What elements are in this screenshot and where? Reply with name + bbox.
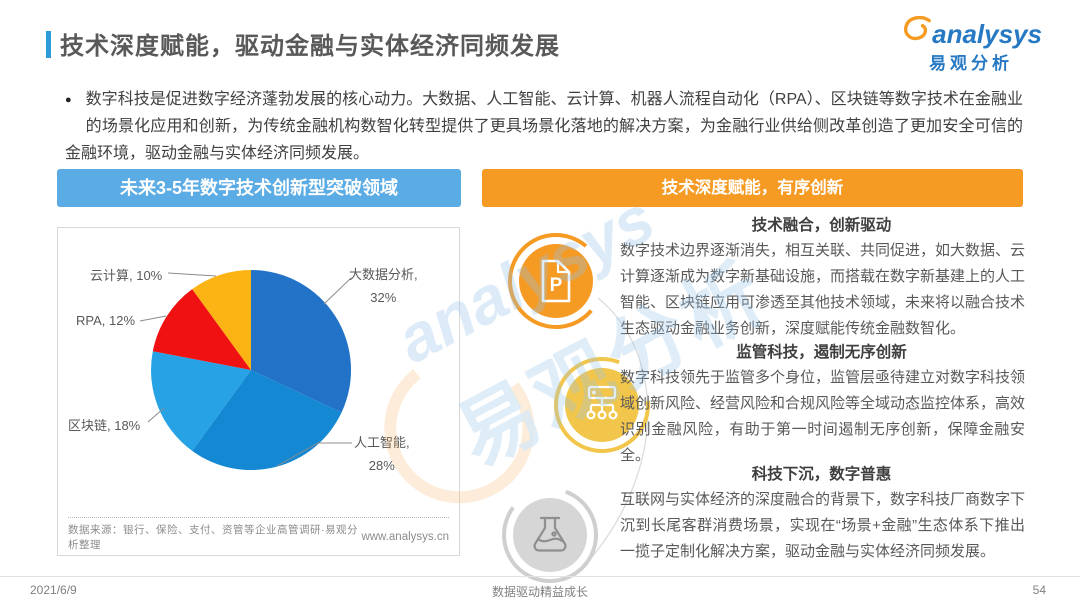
pie-chart: 大数据分析, 32% 人工智能, 28% 区块链, 18% RPA, 12% 云计算, 10…: [66, 236, 453, 516]
intro-text: 数字科技是促进数字经济蓬勃发展的核心动力。大数据、人工智能、云计算、机器人流程自…: [65, 91, 1023, 162]
pie-leader-line: [167, 272, 217, 277]
section-title-3: 科技下沉，数字普惠: [751, 466, 892, 483]
section-icon-strip: P: [470, 210, 706, 590]
logo-brand-text: analysys: [932, 19, 1042, 49]
footer-page-number: 54: [1032, 583, 1046, 597]
pie-leader-line: [139, 315, 167, 322]
intro-paragraph: ● 数字科技是促进数字经济蓬勃发展的核心动力。大数据、人工智能、云计算、机器人流…: [65, 86, 1023, 167]
pie-slice-人工智能: [192, 370, 342, 471]
pie-slice-区块链: [151, 351, 251, 451]
pie-label-人工智能: 人工智能, 28%: [354, 435, 410, 473]
pie-label-RPA: RPA, 12%: [76, 313, 136, 328]
pie-leader-line: [323, 277, 352, 305]
analysys-swirl-icon: [900, 15, 932, 47]
document-p-icon: P: [508, 233, 604, 329]
bullet-icon: ●: [65, 94, 72, 106]
title-accent-bar: [46, 31, 51, 58]
flask-icon: [502, 487, 598, 583]
pie-slice-云计算: [192, 270, 251, 370]
left-panel-header: 未来3-5年数字技术创新型突破领域: [57, 169, 461, 207]
analysys-logo: analysys 易观分析: [900, 15, 1042, 74]
website-url: www.analysys.cn: [361, 530, 449, 543]
section-body-2: 数字科技领先于监管多个身位，监管层亟待建立对数字科技领域创新风险、经营风险和合规…: [620, 369, 1026, 464]
pie-label-区块链: 区块链, 18%: [68, 418, 141, 433]
section-body-3: 互联网与实体经济的深度融合的背景下，数字科技厂商数字下沉到长尾客群消费场景，实现…: [620, 491, 1026, 560]
pie-slice-RPA: [152, 289, 251, 370]
pie-label-大数据分析: 大数据分析, 32%: [349, 267, 418, 305]
right-panel-header: 技术深度赋能，有序创新: [482, 169, 1023, 207]
pie-leader-line: [276, 442, 352, 467]
footer-slogan: 数据驱动精益成长: [491, 585, 588, 599]
pie-chart-card: 大数据分析, 32% 人工智能, 28% 区块链, 18% RPA, 12% 云计算, 10…: [57, 227, 460, 556]
section-body-1: 数字技术边界逐渐消失，相互关联、共同促进，如大数据、云计算逐渐成为数字新基础设施…: [620, 242, 1026, 337]
section-title-2: 监管科技，遏制无序创新: [736, 344, 907, 361]
logo-brand-cn: 易观分析: [929, 54, 1014, 73]
chart-source-row: 数据来源：银行、保险、支付、资管等企业高管调研·易观分析整理 www.analy…: [68, 517, 449, 555]
network-icon: [554, 357, 650, 453]
pie-label-云计算: 云计算, 10%: [90, 268, 163, 283]
pie-slice-大数据分析: [251, 270, 352, 413]
document-p-letter: P: [550, 275, 563, 296]
footer-divider: [0, 576, 1080, 577]
pie-svg: [139, 270, 352, 471]
data-source-note: 数据来源：银行、保险、支付、资管等企业高管调研·易观分析整理: [68, 523, 358, 551]
section-title-1: 技术融合，创新驱动: [751, 217, 892, 234]
pie-leader-line: [147, 407, 165, 423]
page-title: 技术深度赋能，驱动金融与实体经济同频发展: [60, 33, 560, 60]
footer-date: 2021/6/9: [30, 583, 77, 597]
